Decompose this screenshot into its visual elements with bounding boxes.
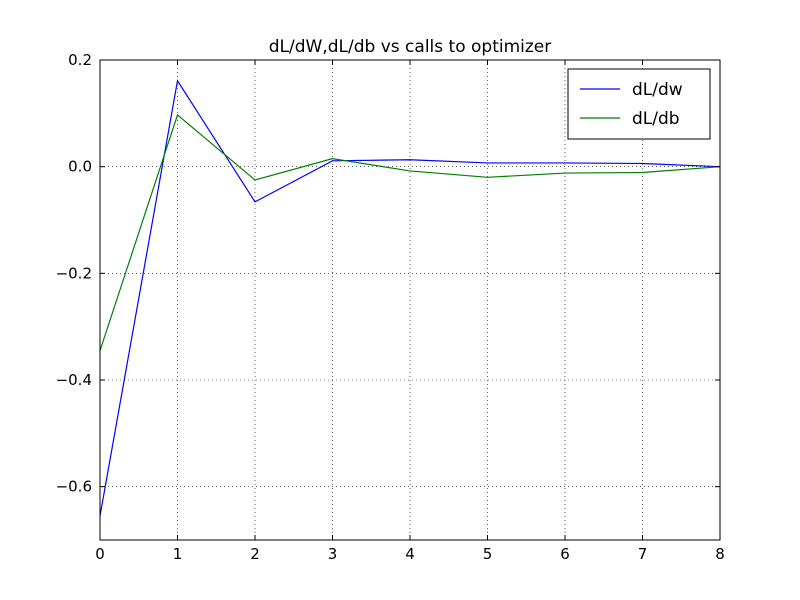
- x-tick-label: 1: [173, 545, 183, 563]
- x-tick-label: 0: [95, 545, 105, 563]
- legend: dL/dw dL/db: [567, 68, 711, 140]
- x-tick-label: 6: [560, 545, 570, 563]
- x-tick-label: 4: [405, 545, 415, 563]
- series-line-1: [99, 113, 721, 351]
- x-tick-label: 5: [483, 545, 493, 563]
- x-tick-label: 7: [638, 545, 648, 563]
- x-axis-ticks: 0 1 2 3 4 5 6 7 8: [95, 60, 725, 563]
- legend-box: [567, 68, 711, 140]
- y-tick-label: −0.4: [56, 371, 92, 389]
- series-line-0: [99, 79, 721, 517]
- x-tick-label: 2: [250, 545, 260, 563]
- y-tick-label: 0.2: [68, 51, 92, 69]
- y-tick-label: −0.2: [56, 264, 92, 282]
- y-tick-label: −0.6: [56, 478, 92, 496]
- x-tick-label: 3: [328, 545, 338, 563]
- y-tick-label: 0.0: [68, 158, 92, 176]
- legend-label: dL/db: [632, 109, 680, 129]
- series-lines: [99, 79, 721, 517]
- chart-title: dL/dW,dL/db vs calls to optimizer: [269, 37, 551, 57]
- x-tick-label: 8: [715, 545, 725, 563]
- grid-lines: [100, 60, 720, 540]
- legend-label: dL/dw: [632, 80, 683, 100]
- y-axis-ticks: 0.2 0.0 −0.2 −0.4 −0.6: [56, 51, 720, 496]
